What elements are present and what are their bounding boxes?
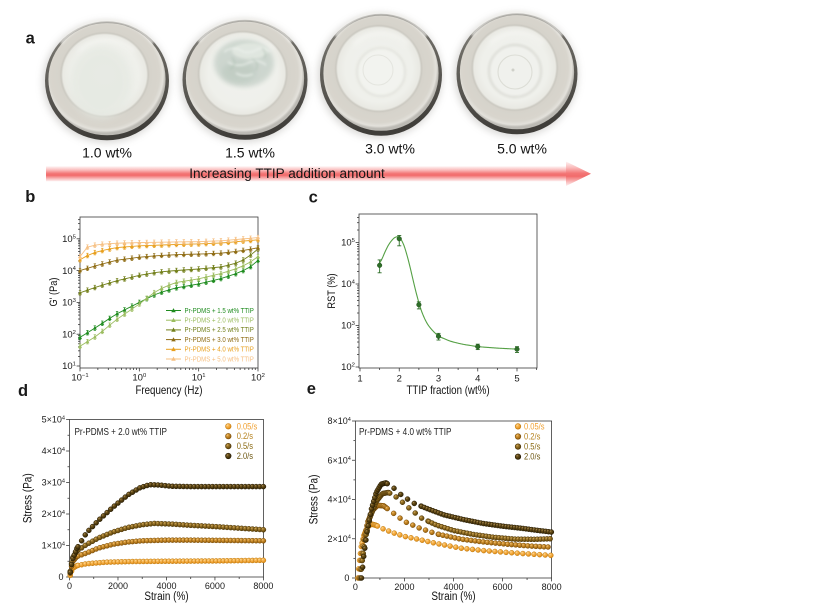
svg-text:103: 103 (341, 321, 356, 332)
svg-text:b: b (25, 188, 35, 206)
svg-text:c: c (309, 189, 318, 207)
svg-text:101: 101 (192, 373, 206, 384)
svg-text:Frequency (Hz): Frequency (Hz) (135, 384, 202, 397)
svg-text:4000: 4000 (156, 581, 176, 591)
svg-text:0.05/s: 0.05/s (524, 421, 545, 432)
svg-text:Pr-PDMS + 4.0 wt% TTIP: Pr-PDMS + 4.0 wt% TTIP (185, 346, 255, 354)
svg-text:2.0/s: 2.0/s (237, 450, 253, 461)
svg-text:e: e (307, 380, 316, 398)
svg-text:6×104: 6×104 (327, 455, 350, 465)
svg-text:100: 100 (132, 373, 147, 384)
svg-text:101: 101 (62, 361, 76, 372)
svg-text:4×104: 4×104 (42, 446, 65, 456)
svg-text:1.5 wt%: 1.5 wt% (225, 145, 275, 161)
svg-text:102: 102 (62, 329, 76, 340)
svg-text:2: 2 (397, 374, 402, 385)
svg-text:Pr-PDMS + 2.0 wt% TTIP: Pr-PDMS + 2.0 wt% TTIP (185, 317, 255, 325)
svg-text:2000: 2000 (394, 582, 414, 592)
svg-text:3.0 wt%: 3.0 wt% (365, 141, 415, 157)
svg-text:3: 3 (436, 374, 441, 385)
svg-text:3×104: 3×104 (42, 478, 65, 488)
svg-text:105: 105 (341, 238, 356, 249)
svg-text:0: 0 (58, 572, 63, 582)
svg-text:0: 0 (67, 581, 72, 591)
svg-text:6000: 6000 (493, 582, 513, 592)
svg-text:Strain (%): Strain (%) (431, 590, 475, 603)
svg-text:6000: 6000 (205, 581, 225, 591)
svg-text:4×104: 4×104 (327, 495, 350, 505)
svg-text:Pr-PDMS + 1.5 wt% TTIP: Pr-PDMS + 1.5 wt% TTIP (185, 307, 255, 315)
svg-text:5.0 wt%: 5.0 wt% (497, 141, 547, 157)
svg-text:RST (%): RST (%) (326, 273, 338, 308)
svg-text:a: a (26, 30, 36, 48)
svg-text:Pr-PDMS + 2.0 wt% TTIP: Pr-PDMS + 2.0 wt% TTIP (75, 426, 167, 437)
svg-text:2×104: 2×104 (42, 509, 65, 519)
svg-text:105: 105 (62, 234, 77, 245)
svg-text:5: 5 (514, 374, 519, 385)
svg-text:Strain (%): Strain (%) (144, 590, 188, 603)
svg-text:G' (Pa): G' (Pa) (48, 278, 60, 307)
svg-text:0.2/s: 0.2/s (524, 431, 540, 442)
svg-text:Pr-PDMS + 3.0 wt% TTIP: Pr-PDMS + 3.0 wt% TTIP (185, 337, 255, 345)
svg-text:0.5/s: 0.5/s (237, 440, 253, 451)
svg-text:4: 4 (475, 374, 480, 385)
svg-text:1: 1 (357, 374, 362, 385)
svg-text:0.5/s: 0.5/s (524, 441, 540, 452)
svg-text:102: 102 (341, 362, 355, 373)
svg-text:104: 104 (62, 266, 77, 277)
svg-text:4000: 4000 (443, 582, 463, 592)
svg-text:Pr-PDMS + 2.5 wt% TTIP: Pr-PDMS + 2.5 wt% TTIP (185, 327, 255, 335)
svg-text:10−1: 10−1 (71, 373, 88, 384)
svg-text:102: 102 (251, 373, 265, 384)
svg-text:8000: 8000 (253, 581, 273, 591)
svg-text:104: 104 (341, 279, 356, 290)
svg-text:2.0/s: 2.0/s (524, 451, 540, 462)
svg-text:Stress (Pa): Stress (Pa) (22, 473, 35, 523)
svg-text:1.0 wt%: 1.0 wt% (82, 145, 132, 161)
svg-text:103: 103 (62, 298, 77, 309)
svg-text:8×104: 8×104 (327, 416, 350, 426)
svg-text:Stress (Pa): Stress (Pa) (308, 475, 321, 525)
svg-text:2000: 2000 (108, 581, 128, 591)
svg-text:d: d (18, 382, 28, 400)
svg-text:5×104: 5×104 (42, 415, 65, 425)
svg-text:0: 0 (353, 582, 358, 592)
svg-text:0.05/s: 0.05/s (237, 421, 258, 432)
svg-text:Pr-PDMS + 5.0 wt% TTIP: Pr-PDMS + 5.0 wt% TTIP (185, 356, 255, 364)
svg-text:0.2/s: 0.2/s (237, 430, 253, 441)
svg-text:2×104: 2×104 (327, 534, 350, 544)
svg-text:8000: 8000 (542, 582, 562, 592)
svg-text:Increasing TTIP addition amoun: Increasing TTIP addition amount (189, 166, 385, 181)
svg-text:TTIP fraction (wt%): TTIP fraction (wt%) (406, 384, 489, 397)
svg-text:1×104: 1×104 (42, 541, 65, 551)
svg-text:Pr-PDMS + 4.0 wt% TTIP: Pr-PDMS + 4.0 wt% TTIP (359, 426, 451, 437)
svg-text:0: 0 (344, 573, 349, 583)
